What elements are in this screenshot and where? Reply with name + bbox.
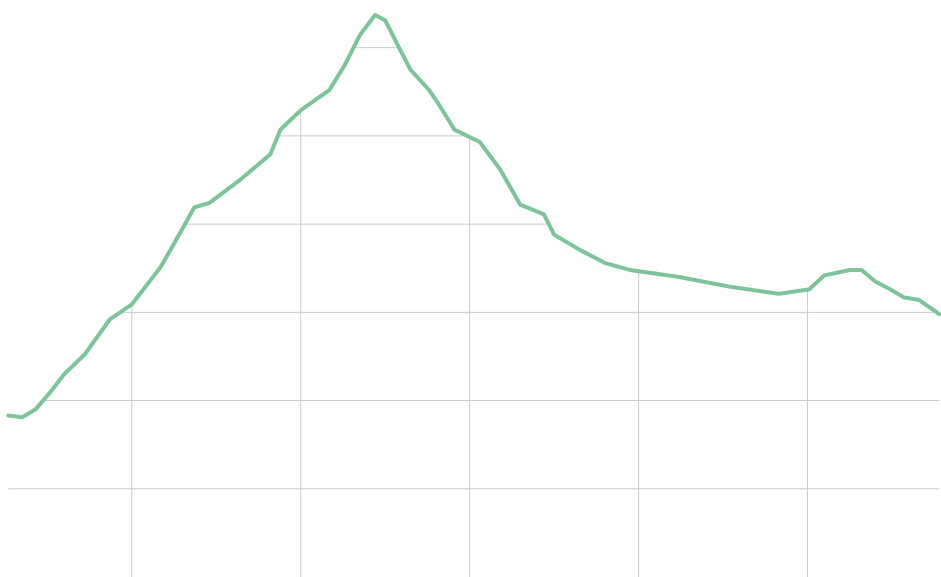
line [6, 13, 941, 420]
